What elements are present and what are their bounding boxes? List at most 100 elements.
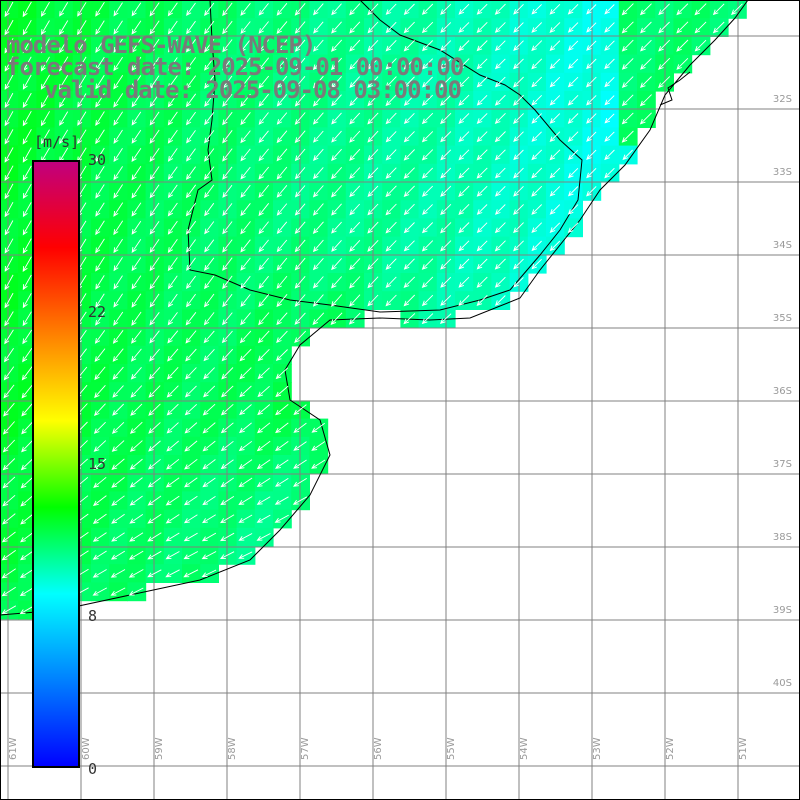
wind-arrow <box>183 495 198 506</box>
wind-arrow <box>166 385 179 398</box>
wind-arrow <box>240 221 251 235</box>
wind-arrow <box>331 21 342 34</box>
wind-arrow <box>421 240 434 252</box>
wind-arrow <box>19 605 35 615</box>
longitude-labels: 61W60W59W58W57W56W55W54W53W52W51W50W <box>8 737 749 760</box>
wind-arrow <box>184 477 198 488</box>
wind-arrow <box>240 166 251 180</box>
wind-arrow <box>40 56 50 72</box>
wind-arrow <box>95 20 105 35</box>
wind-arrow <box>131 239 142 253</box>
wind-arrow <box>222 166 233 180</box>
wind-arrow <box>256 533 271 541</box>
latitude-label: 36S <box>773 386 792 397</box>
wind-arrow <box>313 21 324 34</box>
wind-arrow <box>20 531 34 543</box>
wind-arrow <box>22 19 32 36</box>
wind-arrow <box>220 496 235 506</box>
wind-arrow <box>22 220 32 236</box>
wind-arrow <box>204 275 215 290</box>
wind-arrow <box>313 3 324 16</box>
wind-arrow <box>185 312 197 326</box>
wind-arrow <box>222 275 233 290</box>
wind-arrow <box>131 56 142 72</box>
wind-arrow <box>258 294 270 308</box>
wind-arrow <box>202 514 216 524</box>
wind-arrow <box>531 4 542 15</box>
wind-arrow <box>494 22 506 33</box>
wind-arrow <box>531 222 543 234</box>
wind-arrow <box>149 147 160 163</box>
wind-arrow <box>238 514 253 523</box>
wind-arrow <box>567 3 579 15</box>
wind-arrow <box>422 76 433 88</box>
wind-arrow <box>458 94 470 106</box>
wind-arrow <box>93 403 106 417</box>
wind-arrow <box>531 167 543 179</box>
wind-arrow <box>276 185 288 198</box>
wind-arrow <box>403 112 415 125</box>
wind-arrow <box>476 94 488 106</box>
wind-arrow <box>694 3 707 16</box>
wind-arrow <box>621 58 634 70</box>
wind-arrow <box>494 149 506 161</box>
wind-arrow <box>586 58 597 70</box>
longitude-label: 56W <box>373 737 384 760</box>
wind-arrow <box>131 129 142 144</box>
wind-arrow <box>294 257 306 271</box>
wind-arrow <box>476 258 488 270</box>
wind-arrow <box>494 58 506 70</box>
colorbar-tick-15: 15 <box>88 455 107 473</box>
wind-arrow <box>1 531 16 543</box>
latitude-label: 34S <box>773 240 792 251</box>
wind-arrow <box>95 147 105 163</box>
wind-arrow <box>240 130 251 144</box>
wind-arrow <box>494 167 506 179</box>
wind-arrow <box>294 203 306 216</box>
wind-arrow <box>476 58 488 70</box>
wind-arrow <box>440 185 452 197</box>
wind-arrow <box>604 167 615 179</box>
wind-arrow <box>421 40 434 52</box>
wind-arrow <box>276 203 288 216</box>
wind-arrow <box>77 111 87 126</box>
wind-arrow <box>331 167 343 180</box>
longitude-label: 60W <box>81 737 92 760</box>
wind-arrow <box>494 276 506 288</box>
wind-arrow <box>21 366 33 381</box>
wind-arrow <box>604 58 615 70</box>
wind-arrow <box>95 93 105 108</box>
wind-arrow <box>167 293 178 308</box>
wind-arrow <box>149 166 160 181</box>
wind-vectors <box>1 1 743 615</box>
wind-arrow <box>165 569 180 578</box>
wind-arrow <box>458 58 470 70</box>
longitude-label: 52W <box>665 737 676 760</box>
wind-arrow <box>240 184 251 198</box>
wind-arrow <box>22 274 32 291</box>
wind-arrow <box>22 256 32 273</box>
wind-arrow <box>148 385 161 398</box>
wind-arrow <box>312 221 324 234</box>
wind-arrow <box>131 111 142 126</box>
wind-arrow <box>586 186 597 197</box>
wind-arrow <box>294 330 307 344</box>
wind-arrow <box>531 149 543 161</box>
wind-arrow <box>367 276 379 289</box>
wind-arrow <box>458 149 470 161</box>
wind-arrow <box>658 3 670 16</box>
wind-arrow <box>258 148 269 162</box>
longitude-label: 55W <box>446 737 457 760</box>
wind-arrow <box>22 92 32 109</box>
wind-arrow <box>403 3 415 15</box>
wind-arrow <box>204 93 215 107</box>
wind-arrow <box>220 403 234 416</box>
wind-arrow <box>421 131 434 143</box>
wind-arrow <box>113 220 124 236</box>
wind-arrow <box>148 422 161 434</box>
wind-arrow <box>184 422 198 434</box>
model-title: modelo GEFS-WAVE (NCEP) <box>6 31 316 59</box>
wind-arrow <box>458 185 470 197</box>
wind-arrow <box>219 532 235 542</box>
wind-arrow <box>621 3 634 16</box>
